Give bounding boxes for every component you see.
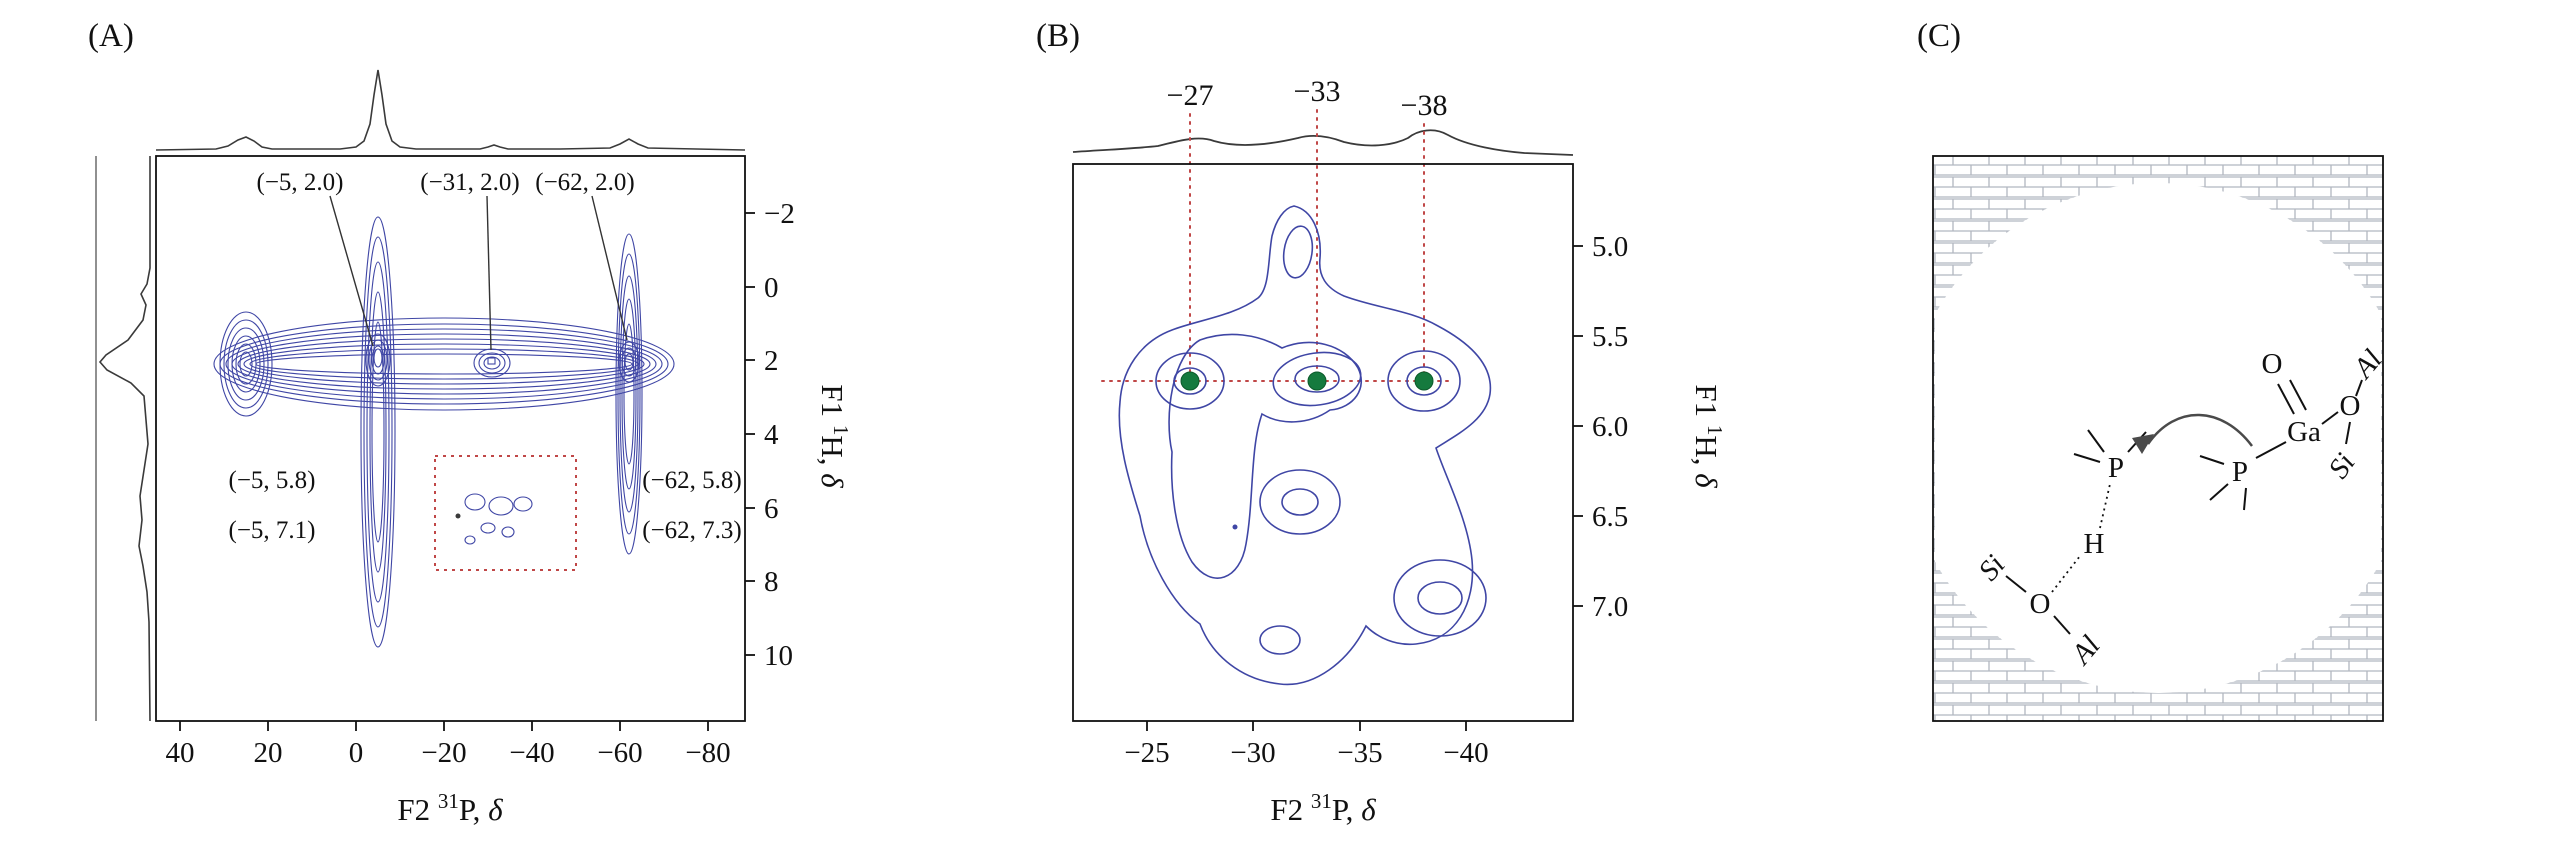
green-dots xyxy=(1180,371,1434,391)
atom-p1: P xyxy=(2108,452,2124,484)
bond-o-al xyxy=(2355,379,2363,397)
tick-a-x0: 40 xyxy=(166,737,195,769)
top-projection-trace-31P xyxy=(155,69,746,151)
x-axis-b xyxy=(1146,721,1467,731)
tick-b-y4: 7.0 xyxy=(1592,591,1628,623)
plot-frame-b xyxy=(1072,163,1574,722)
bond-o-si xyxy=(2345,421,2351,445)
reaction-arrow xyxy=(2132,413,2253,454)
tick-a-y6: 10 xyxy=(764,640,793,672)
tick-a-y2: 2 xyxy=(764,345,779,377)
x-axis-title-a: F2 31P, δ xyxy=(397,789,503,827)
atom-o1: O xyxy=(2030,588,2051,620)
peak-label-27: −27 xyxy=(1167,79,1214,112)
y-axis-b xyxy=(1573,245,1583,607)
atom-ga: Ga xyxy=(2287,416,2321,448)
tick-b-y1: 5.5 xyxy=(1592,321,1628,353)
panel-c-label: (C) xyxy=(1917,18,1961,54)
annotation-p1: (−5, 2.0) xyxy=(257,169,344,196)
annotation-p2: (−31, 2.0) xyxy=(420,169,520,196)
left-projection-trace-1H xyxy=(98,156,151,722)
annotation-p4: (−5, 5.8) xyxy=(229,467,316,494)
y-tick-labels-a: −2 0 2 4 6 8 10 xyxy=(764,198,795,672)
annotations-a: (−5, 2.0) (−31, 2.0) (−62, 2.0) (−5, 5.8… xyxy=(229,169,742,544)
annotation-p7: (−62, 7.3) xyxy=(642,517,742,544)
tick-a-x5: −60 xyxy=(597,737,642,769)
panel-b-label: (B) xyxy=(1036,18,1080,54)
atom-o2: O xyxy=(2262,348,2283,380)
atom-p2: P xyxy=(2232,456,2248,488)
tick-a-x4: −40 xyxy=(509,737,554,769)
peak-label-38: −38 xyxy=(1401,89,1448,122)
phosphine2-bonds xyxy=(2199,455,2247,511)
panel-a: (A) xyxy=(88,18,853,827)
annotation-p5: (−5, 7.1) xyxy=(229,517,316,544)
tick-a-x1: 20 xyxy=(254,737,283,769)
tick-b-y0: 5.0 xyxy=(1592,231,1628,263)
tick-a-y5: 8 xyxy=(764,566,779,598)
hydrogen-bond-o-h xyxy=(2051,555,2081,593)
tick-a-x3: −20 xyxy=(421,737,466,769)
x-axis-a xyxy=(179,721,709,731)
green-dot-27 xyxy=(1180,371,1200,391)
plot-frame-a xyxy=(155,155,746,722)
annotation-p3: (−62, 2.0) xyxy=(535,169,635,196)
tick-b-x2: −35 xyxy=(1337,737,1382,769)
peak-label-33: −33 xyxy=(1294,75,1341,108)
panel-b: (B) −27 −33 −38 xyxy=(1036,18,1727,827)
panel-c: (C) Si O Al H P xyxy=(1917,18,2389,722)
atom-o3: O xyxy=(2340,390,2361,422)
x-tick-labels-a: 40 20 0 −20 −40 −60 −80 xyxy=(166,737,731,769)
tick-a-y3: 4 xyxy=(764,419,779,451)
bond-p-ga xyxy=(2255,441,2287,459)
tick-a-x6: −80 xyxy=(685,737,730,769)
y-axis-title-b: F1 1H, δ xyxy=(1689,384,1727,488)
y-axis-title-a: F1 1H, δ xyxy=(815,384,853,488)
tick-b-y2: 6.0 xyxy=(1592,411,1628,443)
contours-b xyxy=(1118,205,1492,686)
double-bond-ga-o xyxy=(2277,379,2307,415)
y-tick-labels-b: 5.0 5.5 6.0 6.5 7.0 xyxy=(1592,231,1628,623)
svg-text:F1 1H, δ: F1 1H, δ xyxy=(1689,384,1727,488)
panel-a-label: (A) xyxy=(88,18,134,54)
top-trace-b xyxy=(1072,129,1574,156)
zeolite-pore-circle xyxy=(1935,183,2381,693)
bond-ga-o xyxy=(2321,411,2339,425)
guide-lines-b xyxy=(1101,109,1449,382)
highlight-box xyxy=(434,455,577,571)
contours-a xyxy=(213,216,675,648)
tick-a-y4: 6 xyxy=(764,493,779,525)
tick-b-x3: −40 xyxy=(1443,737,1488,769)
y-axis-a xyxy=(745,212,755,656)
tick-b-x1: −30 xyxy=(1230,737,1275,769)
x-axis-title-b: F2 31P, δ xyxy=(1270,789,1376,827)
svg-text:F1 1H, δ: F1 1H, δ xyxy=(815,384,853,488)
tick-a-x2: 0 xyxy=(349,737,364,769)
arrowhead xyxy=(2132,434,2154,454)
leader-line-p3 xyxy=(591,195,628,341)
tick-b-y3: 6.5 xyxy=(1592,501,1628,533)
x-tick-labels-b: −25 −30 −35 −40 xyxy=(1124,737,1488,769)
leader-line-p1 xyxy=(329,195,374,347)
tick-a-y1: 0 xyxy=(764,272,779,304)
tick-b-x0: −25 xyxy=(1124,737,1169,769)
tick-a-y0: −2 xyxy=(764,198,795,230)
leader-line-p2 xyxy=(486,195,492,351)
green-dot-33 xyxy=(1307,371,1327,391)
green-dot-38 xyxy=(1414,371,1434,391)
annotation-p6: (−62, 5.8) xyxy=(642,467,742,494)
hydrogen-bond-h-p xyxy=(2099,483,2111,529)
atom-h1: H xyxy=(2084,528,2105,560)
